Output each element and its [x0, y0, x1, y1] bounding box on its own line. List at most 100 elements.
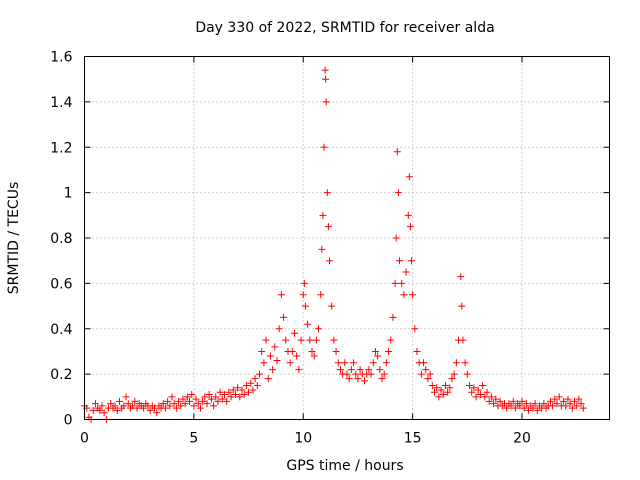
data-point-marker	[310, 352, 318, 360]
data-point-marker	[387, 336, 395, 344]
data-point-marker	[531, 400, 539, 408]
data-point-marker	[116, 397, 123, 405]
data-point-marker	[549, 402, 557, 410]
y-axis-label: SRMTID / TECUs	[6, 182, 22, 295]
data-point-marker	[205, 391, 213, 399]
data-point-marker	[280, 313, 288, 321]
data-point-marker	[483, 388, 491, 396]
data-point-marker	[332, 347, 340, 355]
data-point-marker	[487, 393, 495, 401]
data-point-marker	[354, 375, 362, 383]
data-point-marker	[365, 366, 373, 374]
data-point-marker	[533, 406, 541, 414]
data-point-marker	[509, 397, 517, 405]
data-point-marker	[210, 402, 218, 410]
y-tick-label: 0.6	[50, 276, 72, 292]
data-point-marker	[422, 366, 430, 374]
data-point-marker	[328, 302, 336, 310]
data-point-marker	[345, 375, 353, 383]
data-point-marker	[199, 397, 207, 405]
y-tick-label: 1.2	[50, 140, 72, 156]
data-point-marker	[402, 268, 410, 276]
data-point-marker	[392, 234, 400, 242]
data-point-marker	[476, 391, 484, 399]
data-point-marker	[380, 370, 388, 378]
data-points	[81, 66, 587, 423]
data-point-marker	[424, 375, 432, 383]
y-tick-label: 1.6	[50, 50, 72, 66]
data-point-marker	[551, 395, 559, 403]
data-point-marker	[113, 406, 121, 414]
data-point-marker	[190, 402, 198, 410]
data-point-marker	[262, 336, 270, 344]
data-point-marker	[286, 359, 294, 367]
plot-frame	[84, 56, 610, 420]
x-tick-label: 10	[294, 431, 312, 447]
data-point-marker	[240, 391, 248, 399]
y-tick-label: 0.2	[50, 367, 72, 383]
data-point-marker	[299, 291, 307, 299]
data-point-marker	[323, 189, 331, 197]
data-point-marker	[131, 397, 139, 405]
data-point-marker	[288, 347, 296, 355]
data-point-marker	[367, 370, 375, 378]
data-point-marker	[564, 395, 572, 403]
data-point-marker	[347, 366, 355, 374]
data-point-marker	[468, 388, 476, 396]
data-point-marker	[315, 325, 323, 333]
data-point-marker	[444, 388, 452, 396]
data-point-marker	[295, 366, 303, 374]
x-axis-label: GPS time / hours	[286, 458, 403, 474]
data-point-marker	[273, 357, 281, 365]
data-point-marker	[229, 386, 237, 394]
data-point-marker	[463, 370, 471, 378]
data-point-marker	[330, 336, 338, 344]
data-point-marker	[417, 370, 425, 378]
data-point-marker	[518, 397, 526, 405]
data-point-marker	[555, 393, 563, 401]
data-point-marker	[133, 404, 141, 412]
data-point-marker	[341, 359, 349, 367]
data-point-marker	[566, 400, 574, 408]
data-point-marker	[396, 257, 403, 265]
data-point-marker	[525, 406, 533, 414]
data-point-marker	[466, 381, 473, 389]
data-point-marker	[214, 397, 222, 405]
data-point-marker	[172, 404, 180, 412]
data-point-marker	[159, 400, 167, 408]
data-point-marker	[300, 279, 308, 287]
data-point-marker	[409, 291, 417, 299]
data-point-marker	[203, 400, 211, 408]
data-point-marker	[413, 347, 421, 355]
data-point-marker	[529, 404, 537, 412]
data-point-marker	[91, 400, 99, 408]
data-point-marker	[177, 402, 185, 410]
data-point-marker	[336, 366, 344, 374]
data-point-marker	[188, 391, 196, 399]
data-point-marker	[420, 359, 428, 367]
data-point-marker	[540, 400, 548, 408]
data-point-marker	[520, 404, 528, 412]
data-point-marker	[120, 402, 128, 410]
data-point-marker	[546, 397, 554, 405]
data-point-marker	[192, 395, 200, 403]
data-point-marker	[318, 245, 326, 253]
data-point-marker	[324, 223, 332, 231]
data-point-marker	[474, 386, 482, 394]
data-point-marker	[245, 388, 253, 396]
data-point-marker	[562, 402, 570, 410]
data-point-marker	[181, 400, 189, 408]
data-point-marker	[448, 375, 456, 383]
data-point-marker	[322, 75, 330, 83]
data-point-marker	[479, 381, 487, 389]
data-point-marker	[522, 400, 530, 408]
data-point-marker	[170, 400, 178, 408]
data-point-marker	[393, 148, 401, 156]
data-point-marker	[334, 359, 342, 367]
grid-lines	[84, 56, 610, 420]
data-point-marker	[212, 393, 220, 401]
data-point-marker	[308, 347, 316, 355]
data-point-marker	[490, 400, 498, 408]
x-tick-label: 0	[80, 431, 89, 447]
data-point-marker	[553, 400, 561, 408]
